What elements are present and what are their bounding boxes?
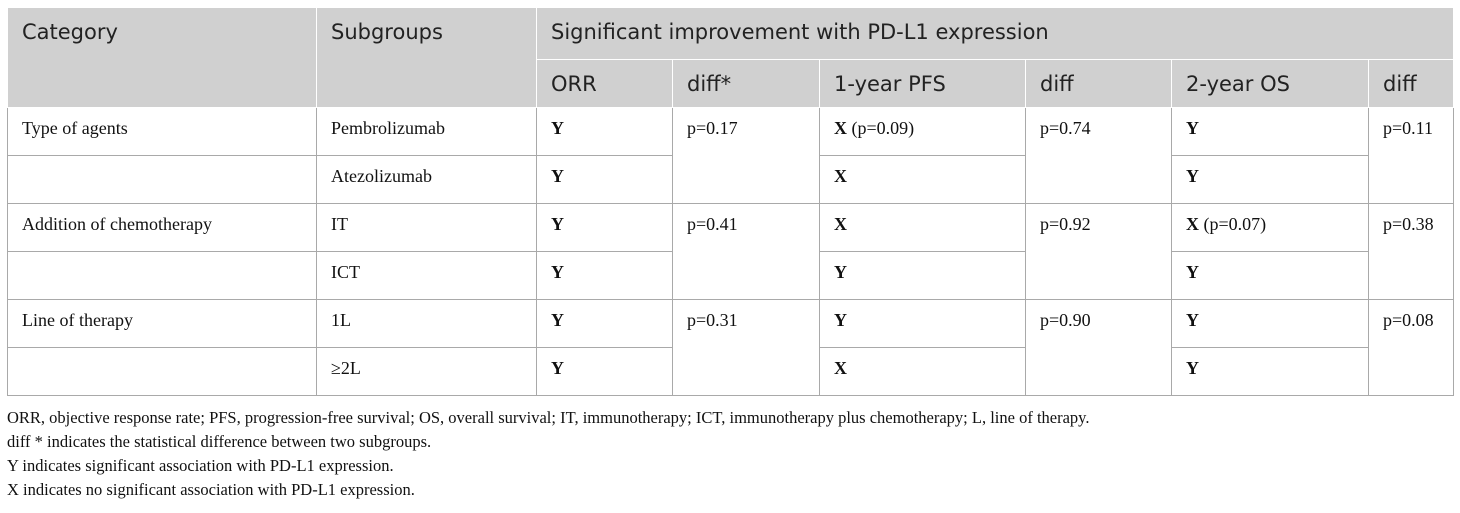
results-table: Category Subgroups Significant improveme…	[7, 7, 1455, 396]
pfs-cell-mark: Y	[834, 310, 847, 330]
pfs-cell-mark: Y	[834, 262, 847, 282]
pfs-cell: Y	[819, 251, 1026, 300]
os-cell-note: (p=0.07)	[1199, 214, 1267, 234]
category-cell	[7, 347, 317, 396]
pfs-cell-mark: X	[834, 118, 847, 138]
pfs-cell-note: (p=0.09)	[847, 118, 915, 138]
header-subgroups: Subgroups	[316, 7, 537, 108]
pfs-cell-mark: X	[834, 214, 847, 234]
header-span-title: Significant improvement with PD-L1 expre…	[535, 7, 1455, 60]
os-cell: Y	[1171, 107, 1369, 156]
orr-cell-mark: Y	[551, 214, 564, 234]
header-orr: ORR	[536, 59, 673, 108]
category-cell: Addition of chemotherapy	[7, 203, 317, 252]
header-category: Category	[7, 7, 317, 108]
pfs-cell-mark: X	[834, 358, 847, 378]
orr-cell-mark: Y	[551, 166, 564, 186]
orr-cell: Y	[536, 203, 673, 252]
os-diff-cell: p=0.08	[1367, 299, 1455, 396]
subgroup-cell: Pembrolizumab	[316, 107, 537, 156]
orr-diff-cell: p=0.17	[672, 107, 820, 204]
table-header: Category Subgroups Significant improveme…	[7, 7, 1455, 108]
pfs-cell: X	[819, 203, 1026, 252]
os-cell-mark: X	[1186, 214, 1199, 234]
os-cell: Y	[1171, 251, 1369, 300]
header-os-diff: diff	[1367, 59, 1455, 108]
os-cell-mark: Y	[1186, 358, 1199, 378]
os-cell-mark: Y	[1186, 310, 1199, 330]
os-diff-cell: p=0.11	[1367, 107, 1455, 204]
orr-cell-mark: Y	[551, 358, 564, 378]
pfs-cell: X	[819, 347, 1026, 396]
os-cell: Y	[1171, 155, 1369, 204]
orr-cell: Y	[536, 251, 673, 300]
pfs-diff-cell: p=0.74	[1025, 107, 1172, 204]
orr-cell: Y	[536, 347, 673, 396]
os-cell: Y	[1171, 347, 1369, 396]
category-cell: Line of therapy	[7, 299, 317, 348]
pfs-cell: X	[819, 155, 1026, 204]
pfs-cell: Y	[819, 299, 1026, 348]
orr-cell: Y	[536, 155, 673, 204]
footnote-abbreviations: ORR, objective response rate; PFS, progr…	[7, 408, 1090, 427]
footnote-x: X indicates no significant association w…	[7, 480, 415, 499]
os-cell: X (p=0.07)	[1171, 203, 1369, 252]
orr-cell-mark: Y	[551, 118, 564, 138]
header-pfs: 1-year PFS	[819, 59, 1026, 108]
subgroup-cell: 1L	[316, 299, 537, 348]
subgroup-cell: Atezolizumab	[316, 155, 537, 204]
table-footnotes: ORR, objective response rate; PFS, progr…	[7, 406, 1453, 502]
orr-diff-cell: p=0.31	[672, 299, 820, 396]
category-cell: Type of agents	[7, 107, 317, 156]
document: Category Subgroups Significant improveme…	[7, 7, 1455, 502]
subgroup-cell: IT	[316, 203, 537, 252]
category-cell	[7, 155, 317, 204]
pfs-cell: X (p=0.09)	[819, 107, 1026, 156]
orr-cell: Y	[536, 107, 673, 156]
os-cell: Y	[1171, 299, 1369, 348]
footnote-y: Y indicates significant association with…	[7, 456, 394, 475]
header-os: 2-year OS	[1171, 59, 1369, 108]
orr-diff-cell: p=0.41	[672, 203, 820, 300]
subgroup-cell: ICT	[316, 251, 537, 300]
pfs-diff-cell: p=0.92	[1025, 203, 1172, 300]
category-cell	[7, 251, 317, 300]
os-diff-cell: p=0.38	[1367, 203, 1455, 300]
os-cell-mark: Y	[1186, 118, 1199, 138]
table-row: ICT Y Y Y	[7, 251, 1454, 300]
pfs-diff-cell: p=0.90	[1025, 299, 1172, 396]
os-cell-mark: Y	[1186, 262, 1199, 282]
footnote-diff: diff * indicates the statistical differe…	[7, 432, 432, 451]
orr-cell-mark: Y	[551, 262, 564, 282]
table-row: ≥2L Y X Y	[7, 347, 1454, 396]
pfs-cell-mark: X	[834, 166, 847, 186]
subgroup-cell: ≥2L	[316, 347, 537, 396]
header-orr-diff: diff*	[672, 59, 820, 108]
header-pfs-diff: diff	[1025, 59, 1172, 108]
os-cell-mark: Y	[1186, 166, 1199, 186]
orr-cell: Y	[536, 299, 673, 348]
orr-cell-mark: Y	[551, 310, 564, 330]
